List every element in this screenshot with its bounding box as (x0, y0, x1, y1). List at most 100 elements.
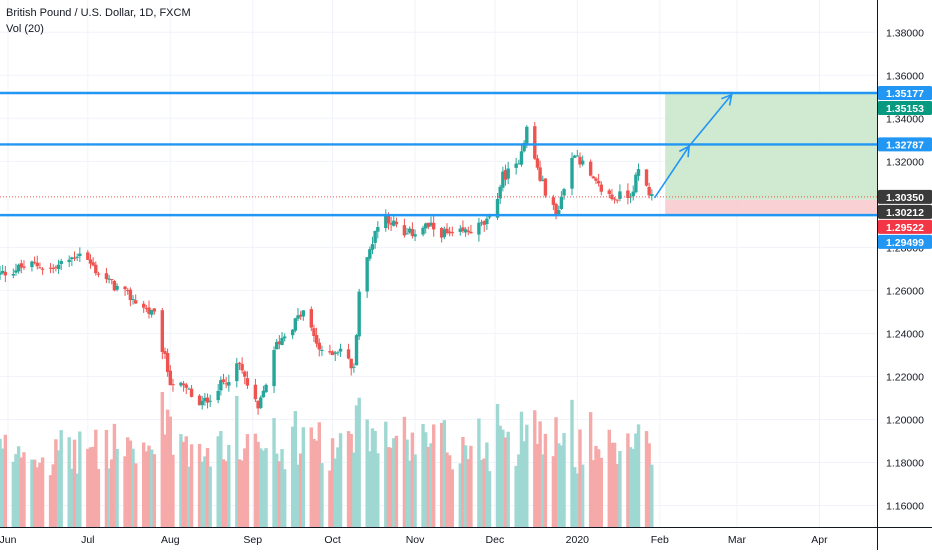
candle-body[interactable] (320, 349, 324, 351)
candle-body[interactable] (554, 204, 558, 215)
position-profit-zone[interactable] (665, 93, 877, 200)
candle-body[interactable] (187, 388, 191, 390)
candle-body[interactable] (184, 384, 188, 388)
candle-body[interactable] (402, 225, 407, 236)
candle-body[interactable] (235, 363, 239, 382)
candle-body[interactable] (59, 260, 63, 265)
candle-body[interactable] (104, 273, 109, 280)
candle-body[interactable] (224, 383, 228, 385)
candle-body[interactable] (259, 397, 263, 408)
candle-body[interactable] (189, 388, 194, 397)
candle-body[interactable] (482, 221, 486, 225)
candle-body[interactable] (30, 261, 34, 268)
candle-body[interactable] (479, 222, 484, 224)
candle-body[interactable] (107, 278, 111, 280)
candle-body[interactable] (131, 299, 135, 301)
candle-body[interactable] (477, 222, 481, 235)
candle-body[interactable] (594, 178, 598, 181)
candle-body[interactable] (533, 126, 537, 159)
candle-body[interactable] (227, 382, 231, 386)
candle-body[interactable] (450, 232, 455, 234)
candle-body[interactable] (503, 170, 508, 180)
candle-body[interactable] (277, 341, 282, 345)
candle-body[interactable] (205, 397, 210, 403)
candle-body[interactable] (519, 151, 524, 165)
candle-body[interactable] (219, 379, 223, 391)
candle-body[interactable] (314, 334, 319, 344)
candle-body[interactable] (559, 196, 564, 209)
candle-body[interactable] (163, 351, 167, 354)
candle-body[interactable] (570, 157, 574, 189)
candle-body[interactable] (447, 231, 452, 234)
candle-body[interactable] (181, 383, 186, 386)
candle-body[interactable] (72, 257, 77, 259)
candle-body[interactable] (498, 186, 502, 199)
candle-body[interactable] (445, 228, 449, 234)
candle-body[interactable] (317, 342, 321, 350)
candle-body[interactable] (171, 384, 175, 386)
candle-body[interactable] (328, 351, 332, 353)
candle-body[interactable] (615, 199, 619, 201)
candle-body[interactable] (112, 280, 117, 291)
candle-body[interactable] (365, 257, 369, 292)
candle-body[interactable] (168, 370, 172, 386)
candle-body[interactable] (612, 198, 617, 200)
candle-body[interactable] (296, 315, 300, 319)
candle-body[interactable] (368, 249, 372, 259)
candle-body[interactable] (56, 264, 61, 270)
candle-body[interactable] (256, 400, 260, 409)
candle-body[interactable] (280, 337, 284, 346)
candle-body[interactable] (389, 223, 393, 225)
candle-body[interactable] (86, 252, 90, 260)
candle-body[interactable] (376, 227, 380, 232)
candle-body[interactable] (588, 161, 593, 176)
candle-body[interactable] (264, 384, 268, 393)
candle-body[interactable] (543, 178, 548, 196)
candle-body[interactable] (282, 336, 287, 339)
candle-body[interactable] (487, 216, 492, 218)
candle-body[interactable] (647, 186, 651, 196)
candle-body[interactable] (631, 191, 635, 197)
candle-body[interactable] (525, 126, 529, 145)
candle-body[interactable] (243, 371, 247, 377)
candle-body[interactable] (463, 229, 468, 233)
candle-body[interactable] (384, 214, 388, 229)
candle-body[interactable] (349, 358, 353, 369)
candle-body[interactable] (522, 142, 526, 152)
candle-body[interactable] (599, 184, 603, 192)
candle-body[interactable] (514, 163, 518, 168)
candle-body[interactable] (54, 266, 58, 268)
candle-body[interactable] (144, 308, 149, 310)
candle-body[interactable] (354, 335, 359, 366)
candle-body[interactable] (38, 267, 42, 269)
candle-body[interactable] (650, 194, 654, 197)
candle-body[interactable] (67, 259, 71, 262)
candle-body[interactable] (197, 395, 202, 406)
candle-body[interactable] (336, 352, 340, 354)
candle-body[interactable] (19, 263, 24, 268)
candle-body[interactable] (96, 273, 101, 275)
candle-body[interactable] (240, 364, 244, 371)
candle-body[interactable] (298, 314, 303, 317)
candle-body[interactable] (293, 318, 298, 331)
candle-body[interactable] (0, 272, 2, 275)
position-loss-zone[interactable] (665, 199, 877, 215)
candle-body[interactable] (634, 174, 638, 193)
candle-body[interactable] (126, 290, 130, 292)
candle-body[interactable] (535, 158, 540, 168)
candle-body[interactable] (439, 227, 444, 238)
candle-body[interactable] (636, 169, 641, 176)
candle-body[interactable] (346, 349, 351, 359)
candle-body[interactable] (575, 155, 580, 157)
candle-body[interactable] (141, 303, 146, 308)
candle-body[interactable] (578, 156, 582, 165)
candle-body[interactable] (134, 300, 138, 304)
candle-body[interactable] (160, 310, 165, 352)
candle-body[interactable] (394, 221, 399, 225)
candle-body[interactable] (290, 329, 295, 336)
candle-body[interactable] (591, 176, 596, 179)
candle-body[interactable] (203, 397, 207, 402)
candle-body[interactable] (88, 259, 93, 264)
